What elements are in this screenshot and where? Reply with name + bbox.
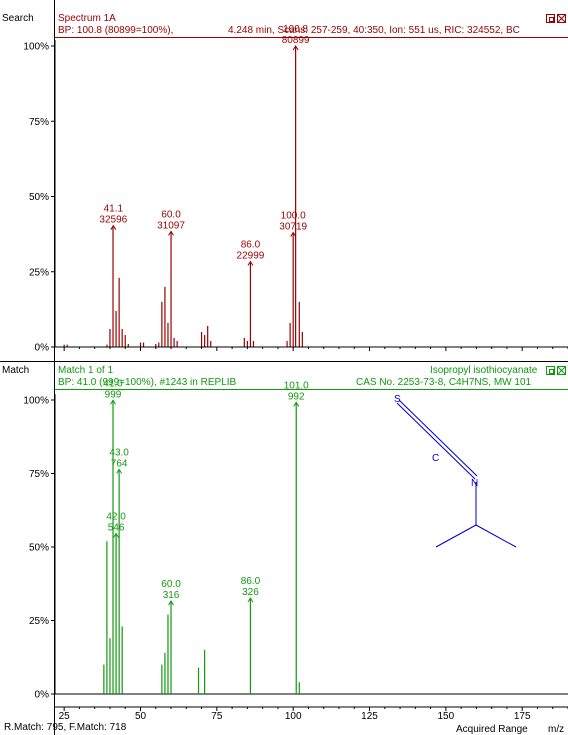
bond-ch-left — [435, 524, 477, 548]
restore-icon[interactable] — [546, 14, 555, 23]
match-peak-intensity-label: 999 — [105, 389, 122, 400]
search-peak-mz-label: 60.0 — [161, 209, 181, 220]
atom-s: S — [394, 394, 401, 405]
bond-s-c-1 — [396, 402, 476, 480]
spectrum-title: Spectrum 1A — [58, 13, 116, 24]
match-peak-marker — [247, 597, 254, 603]
match-title: Match 1 of 1 — [58, 365, 114, 376]
match-bp-text: BP: 41.0 (999=100%), #1243 in REPLIB — [58, 377, 237, 388]
match-peak-intensity-label: 316 — [163, 590, 180, 601]
search-y-tick-label: 25% — [29, 267, 49, 278]
search-peak-intensity-label: 30719 — [279, 222, 307, 233]
match-peak-marker — [168, 600, 174, 606]
x-tick-label: 100 — [285, 711, 302, 722]
match-peak-intensity-label: 326 — [242, 587, 259, 598]
search-label: Search — [2, 13, 34, 24]
bond-s-c-2 — [398, 399, 478, 477]
spectrum-bp-text: BP: 100.8 (80899=100%), — [58, 25, 174, 36]
match-y-tick-label: 50% — [29, 543, 49, 554]
panel-divider — [0, 361, 568, 362]
x-tick-label: 25 — [59, 711, 71, 722]
atom-n: N — [471, 478, 478, 489]
match-peak-mz-label: 86.0 — [241, 576, 261, 587]
match-scores: R.Match: 795, F.Match: 718 — [4, 722, 127, 733]
match-peak-marker — [113, 532, 119, 538]
spectrum-info-text: 4.248 min, Scans: 257-259, 40:350, Ion: … — [228, 25, 520, 36]
x-tick-label: 125 — [361, 711, 378, 722]
close-icon[interactable] — [557, 14, 566, 23]
search-peak-marker — [290, 231, 297, 237]
mz-unit-label: m/z — [548, 724, 565, 735]
close-icon[interactable] — [557, 366, 566, 375]
x-tick-label: 150 — [438, 711, 455, 722]
search-peak-mz-label: 100.8 — [283, 24, 308, 35]
x-tick-label: 175 — [514, 711, 531, 722]
left-gutter-line — [54, 0, 55, 735]
search-peak-marker — [110, 224, 117, 230]
x-tick-label: 50 — [135, 711, 147, 722]
search-peak-intensity-label: 31097 — [157, 220, 185, 231]
match-y-tick-label: 100% — [23, 396, 49, 407]
match-peak-mz-label: 60.0 — [161, 579, 181, 590]
acquired-range-label: Acquired Range — [456, 724, 528, 735]
search-peak-mz-label: 41.1 — [104, 204, 124, 215]
match-peak-mz-label: 101.0 — [284, 380, 309, 391]
x-tick-label: 75 — [211, 711, 223, 722]
spectrum-header-line — [55, 37, 568, 38]
search-y-tick-label: 50% — [29, 192, 49, 203]
match-peak-marker — [116, 468, 123, 474]
match-peak-marker — [293, 401, 300, 407]
search-peak-mz-label: 100.0 — [281, 211, 306, 222]
match-peak-mz-label: 41.0 — [103, 378, 123, 389]
match-y-tick-label: 0% — [35, 690, 50, 701]
search-peak-intensity-label: 80899 — [282, 35, 310, 46]
search-y-tick-label: 75% — [29, 117, 49, 128]
search-peak-marker — [247, 260, 254, 266]
match-peak-mz-label: 43.0 — [109, 447, 129, 458]
search-peak-intensity-label: 32596 — [99, 215, 127, 226]
bond-ch-right — [475, 524, 517, 548]
match-peak-marker — [110, 399, 116, 405]
match-y-tick-label: 75% — [29, 469, 49, 480]
search-peak-marker — [292, 45, 299, 51]
match-peak-intensity-label: 546 — [108, 522, 125, 533]
search-y-tick-label: 100% — [23, 42, 49, 53]
match-peak-intensity-label: 764 — [111, 458, 128, 469]
match-y-tick-label: 25% — [29, 616, 49, 627]
search-peak-mz-label: 86.0 — [241, 240, 261, 251]
compound-name: Isopropyl isothiocyanate — [430, 365, 538, 376]
search-peak-marker — [168, 230, 174, 236]
atom-c: C — [432, 453, 439, 464]
restore-icon[interactable] — [546, 366, 555, 375]
match-peak-intensity-label: 992 — [288, 391, 305, 402]
match-label: Match — [2, 365, 30, 376]
match-header-line — [55, 389, 568, 390]
search-peak-intensity-label: 22999 — [237, 251, 265, 262]
search-y-tick-label: 0% — [35, 343, 50, 354]
structure-diagram: S C N — [394, 394, 517, 548]
cas-text: CAS No. 2253-73-8, C4H7NS, MW 101 — [356, 377, 532, 388]
match-peak-mz-label: 42.0 — [106, 511, 126, 522]
